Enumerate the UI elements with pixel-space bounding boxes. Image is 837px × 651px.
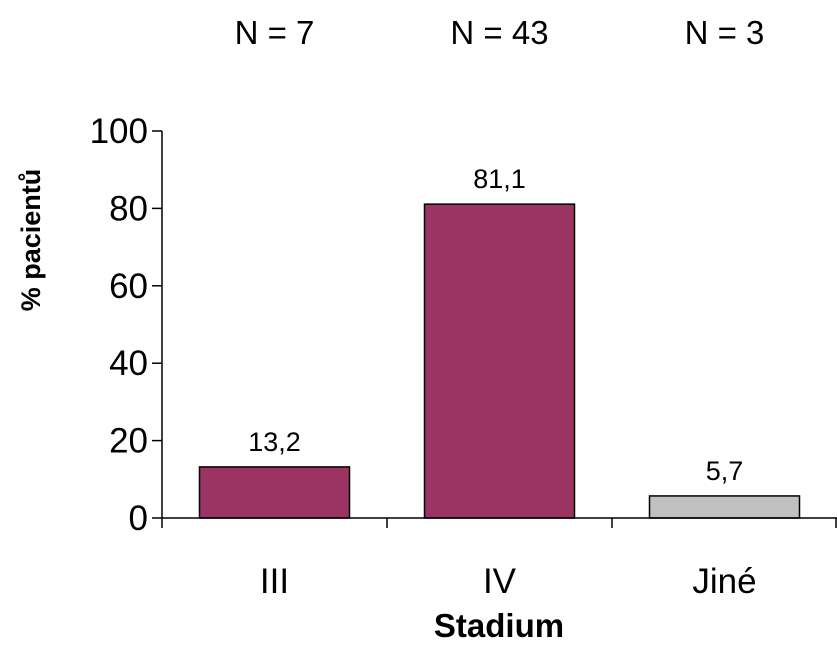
x-tick-label: III [260,562,289,601]
bar-1 [198,466,351,519]
count-label: N = 43 [450,14,548,51]
bar-2 [423,203,576,519]
count-label: N = 3 [685,14,765,51]
bar-3 [648,495,801,519]
x-tick-label: Jiné [692,562,756,601]
bar-value-label: 5,7 [706,456,744,486]
y-axis-label: % pacientů [16,169,46,312]
y-tick-label: 20 [109,422,148,461]
y-tick-label: 0 [129,499,148,538]
bar-value-label: 81,1 [473,164,526,194]
patient-counts: N = 7 N = 43 N = 3 [235,14,765,51]
y-tick-label: 60 [109,267,148,306]
y-tick-label: 80 [109,189,148,228]
y-tick-label: 40 [109,344,148,383]
count-label: N = 7 [235,14,315,51]
y-axis-ticks: 0 20 40 60 80 100 [90,112,162,538]
x-axis-label: Stadium [434,607,564,644]
axes [161,131,837,519]
x-tick-label: IV [483,562,517,601]
bars: 13,2 81,1 5,7 [198,164,801,519]
bar-value-label: 13,2 [248,427,301,457]
x-axis-ticks: III IV Jiné [161,518,837,601]
y-tick-label: 100 [90,112,148,151]
